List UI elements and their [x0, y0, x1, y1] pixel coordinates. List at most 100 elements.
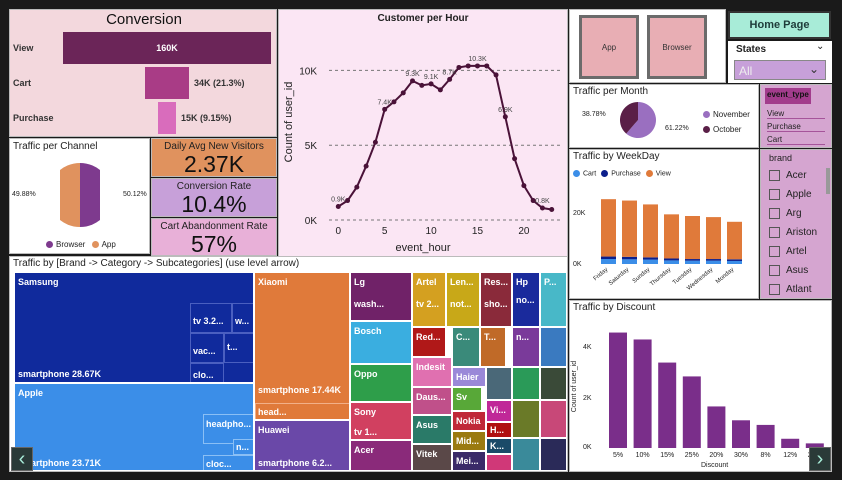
treemap-misc-8[interactable]	[512, 438, 540, 471]
treemap-h[interactable]: H...	[486, 422, 512, 438]
event-type-item-view[interactable]: View	[767, 109, 825, 119]
brand-item-arg[interactable]: Arg	[761, 204, 827, 223]
checkbox-apple[interactable]	[769, 188, 780, 200]
states-dropdown[interactable]: All ⌄	[734, 60, 826, 80]
discount-xtick: 15%	[660, 452, 674, 459]
treemap-apple-n[interactable]: n...	[233, 439, 253, 455]
checkbox-acer[interactable]	[769, 169, 780, 181]
treemap-xiaomi[interactable]: Xiaomi smartphone 17.44K head...	[254, 272, 350, 420]
treemap-samsung-tv[interactable]: tv 3.2...	[190, 303, 232, 333]
treemap-indesit[interactable]: Indesit	[412, 357, 452, 387]
checkbox-atlant[interactable]	[769, 283, 780, 295]
brand-label-asus: Asus	[786, 265, 809, 276]
treemap-sv[interactable]: Sv	[452, 387, 482, 411]
brand-item-ariston[interactable]: Ariston	[761, 223, 827, 242]
brand-item-artel[interactable]: Artel	[761, 242, 827, 261]
nav-forward-arrow-icon[interactable]: ›	[809, 447, 831, 471]
treemap-p[interactable]: P...	[540, 272, 567, 327]
treemap-samsung-vac[interactable]: vac...	[190, 333, 224, 363]
treemap-misc-5[interactable]	[540, 367, 567, 400]
treemap-lg[interactable]: Lg wash...	[350, 272, 412, 321]
brand-label-arg: Arg	[786, 208, 802, 219]
treemap-bosch[interactable]: Bosch	[350, 321, 412, 364]
treemap-misc-2[interactable]	[486, 367, 512, 400]
kpi-conversion-value: 10.4%	[181, 191, 247, 217]
treemap-samsung-w[interactable]: w...	[232, 303, 253, 333]
brand-item-acer[interactable]: Acer	[761, 166, 827, 185]
weekday-bar-view	[664, 214, 679, 259]
hourly-point	[363, 163, 369, 169]
checkbox-artel[interactable]	[769, 245, 780, 257]
checkbox-ariston[interactable]	[769, 226, 780, 238]
treemap-misc-4[interactable]	[512, 367, 540, 400]
treemap-k[interactable]: K...	[486, 438, 512, 454]
treemap-misc-9[interactable]	[540, 438, 567, 471]
treemap-samsung[interactable]: Samsung tv 3.2... w... vac... t... clo..…	[14, 272, 254, 383]
brand-label-ariston: Ariston	[786, 227, 818, 238]
treemap-len[interactable]: Len... not...	[446, 272, 480, 327]
treemap-misc-1[interactable]	[486, 454, 512, 471]
weekday-bar-cart	[664, 260, 679, 264]
event-type-item-cart[interactable]: Cart	[767, 135, 825, 145]
treemap-t[interactable]: T...	[480, 327, 506, 367]
treemap-nokia[interactable]: Nokia	[452, 411, 486, 431]
treemap-mid[interactable]: Mid...	[452, 431, 486, 451]
brand-item-apple[interactable]: Apple	[761, 185, 827, 204]
browser-button[interactable]: Browser	[647, 15, 707, 79]
discount-bar	[609, 332, 627, 448]
hourly-data-label: 9.1K	[424, 74, 439, 81]
label-oppo: Oppo	[354, 369, 378, 379]
treemap-c[interactable]: C...	[452, 327, 480, 367]
treemap-artel[interactable]: Artel tv 2...	[412, 272, 446, 327]
brand-list: Acer Apple Arg Ariston Artel Asus Atlant	[761, 166, 827, 295]
checkbox-asus[interactable]	[769, 264, 780, 276]
treemap-vi[interactable]: Vi...	[486, 400, 512, 422]
treemap-samsung-clo[interactable]: clo...	[190, 363, 224, 382]
treemap-acer[interactable]: Acer	[350, 440, 412, 471]
checkbox-arg[interactable]	[769, 207, 780, 219]
treemap-red[interactable]: Red...	[412, 327, 446, 357]
nav-back-arrow-icon[interactable]: ‹	[11, 447, 33, 471]
treemap-hp[interactable]: Hp no...	[512, 272, 540, 327]
brand-item-asus[interactable]: Asus	[761, 261, 827, 280]
funnel-bar-cart[interactable]	[145, 67, 189, 99]
treemap-misc-6[interactable]	[512, 400, 540, 438]
treemap-vitek[interactable]: Vitek	[412, 444, 452, 471]
treemap-misc-7[interactable]	[540, 400, 567, 438]
app-button[interactable]: App	[579, 15, 639, 79]
weekday-bar-cart	[706, 260, 721, 264]
weekday-bar-purchase	[685, 259, 700, 261]
brand-scrollbar[interactable]	[826, 168, 830, 194]
hourly-ytick: 10K	[299, 66, 317, 77]
treemap-apple[interactable]: Apple headpho... n... cloc... smartphone…	[14, 383, 254, 471]
funnel-bar-purchase[interactable]	[158, 102, 176, 134]
funnel-bar-view[interactable]	[63, 32, 271, 64]
treemap-n[interactable]: n...	[512, 327, 540, 367]
hourly-point	[493, 72, 499, 78]
kpi-cart-title: Cart Abandonment Rate	[160, 221, 268, 232]
treemap-huawei[interactable]: Huawei smartphone 6.2...	[254, 420, 350, 471]
treemap-samsung-t[interactable]: t...	[224, 333, 253, 363]
treemap-mei[interactable]: Mei...	[452, 451, 486, 471]
treemap-sony[interactable]: Sony tv 1...	[350, 402, 412, 440]
treemap-misc-3[interactable]	[540, 327, 567, 367]
treemap-asus[interactable]: Asus	[412, 415, 452, 444]
funnel-value-cart: 34K (21.3%)	[194, 78, 245, 88]
treemap-oppo[interactable]: Oppo	[350, 364, 412, 402]
treemap-daus[interactable]: Daus...	[412, 387, 452, 415]
event-type-item-purchase[interactable]: Purchase	[767, 122, 825, 132]
treemap-apple-cloc[interactable]: cloc...	[203, 455, 253, 470]
home-page-button[interactable]: Home Page	[728, 11, 831, 39]
label-vitek: Vitek	[416, 449, 438, 459]
brand-item-atlant[interactable]: Atlant	[761, 280, 827, 299]
funnel-value-purchase: 15K (9.15%)	[181, 113, 232, 123]
discount-bar	[732, 420, 750, 448]
states-collapse-icon[interactable]: ⌄	[816, 41, 825, 52]
channel-pie[interactable]	[60, 163, 100, 227]
treemap-xiaomi-head[interactable]: head...	[255, 403, 349, 419]
hourly-xtick: 5	[382, 226, 388, 237]
event-type-header[interactable]: event_type	[765, 88, 811, 104]
treemap-res[interactable]: Res... sho...	[480, 272, 512, 327]
treemap-haier[interactable]: Haier	[452, 367, 486, 387]
month-pie[interactable]	[620, 102, 656, 138]
